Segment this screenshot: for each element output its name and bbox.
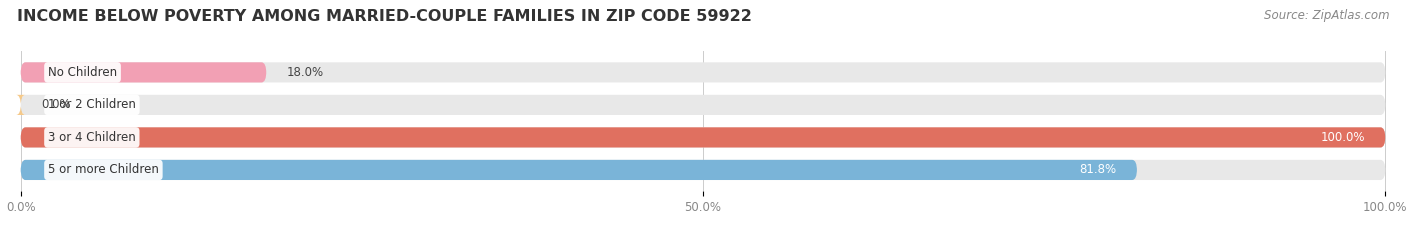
Text: 81.8%: 81.8% — [1080, 163, 1116, 176]
Text: 5 or more Children: 5 or more Children — [48, 163, 159, 176]
Text: 1 or 2 Children: 1 or 2 Children — [48, 98, 136, 111]
FancyBboxPatch shape — [21, 160, 1385, 180]
Text: Source: ZipAtlas.com: Source: ZipAtlas.com — [1264, 9, 1389, 22]
Text: 0.0%: 0.0% — [41, 98, 70, 111]
FancyBboxPatch shape — [21, 127, 1385, 147]
Text: 3 or 4 Children: 3 or 4 Children — [48, 131, 136, 144]
FancyBboxPatch shape — [21, 62, 1385, 82]
FancyBboxPatch shape — [21, 95, 1385, 115]
Text: No Children: No Children — [48, 66, 117, 79]
FancyBboxPatch shape — [21, 160, 1137, 180]
Text: 100.0%: 100.0% — [1320, 131, 1365, 144]
FancyBboxPatch shape — [21, 127, 1385, 147]
Text: 18.0%: 18.0% — [287, 66, 323, 79]
FancyBboxPatch shape — [21, 62, 266, 82]
Text: INCOME BELOW POVERTY AMONG MARRIED-COUPLE FAMILIES IN ZIP CODE 59922: INCOME BELOW POVERTY AMONG MARRIED-COUPL… — [17, 9, 752, 24]
FancyBboxPatch shape — [15, 95, 25, 115]
